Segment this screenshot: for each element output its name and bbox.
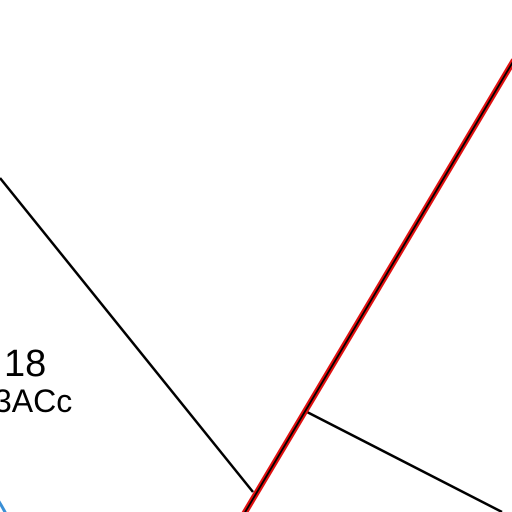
zoning-code: 3ACc [0,383,72,419]
parcel-number: 18 [4,343,46,385]
highlighted-boundary-core [244,61,512,512]
parcel-boundary [306,410,503,512]
parcel-boundary [0,177,254,493]
water-edge [0,500,7,512]
